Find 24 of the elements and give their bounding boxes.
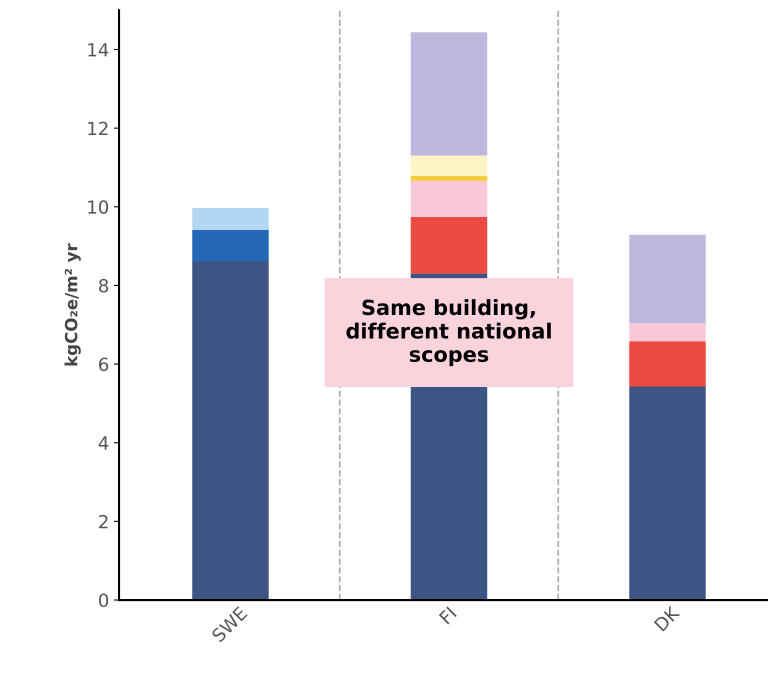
bar bbox=[410, 156, 488, 176]
bar bbox=[410, 217, 488, 274]
y-tick-label: 2 bbox=[99, 514, 108, 528]
y-tick-label: 8 bbox=[99, 278, 108, 293]
bar bbox=[192, 230, 269, 262]
y-tick-label: 0 bbox=[99, 593, 108, 608]
annotation: Same building, different national scopes bbox=[346, 299, 551, 366]
y-axis-title: kgCO₂e/m² yr bbox=[64, 243, 81, 366]
bar bbox=[629, 323, 706, 342]
bar bbox=[410, 176, 488, 181]
y-tick-label: 12 bbox=[88, 122, 108, 135]
bar bbox=[410, 32, 488, 156]
x-tick-label: DK bbox=[654, 605, 680, 632]
bar bbox=[629, 234, 706, 324]
bar bbox=[629, 341, 706, 386]
x-tick-label: FI bbox=[438, 606, 457, 624]
y-tick-label: 14 bbox=[88, 43, 108, 56]
bar bbox=[629, 386, 706, 600]
bar bbox=[192, 208, 269, 230]
y-tick-label: 4 bbox=[98, 436, 108, 450]
y-tick-label: 10 bbox=[88, 200, 108, 214]
bar bbox=[410, 180, 488, 218]
y-tick-label: 6 bbox=[99, 358, 108, 372]
bar bbox=[192, 261, 269, 600]
